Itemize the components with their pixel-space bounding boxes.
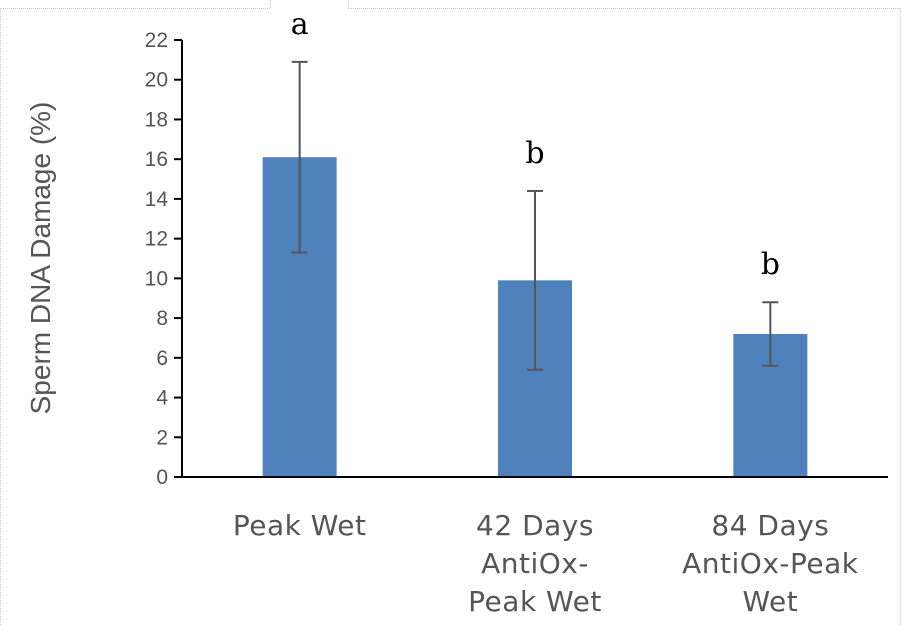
y-tick-label: 2 xyxy=(156,426,168,449)
y-tick-label: 12 xyxy=(145,228,168,251)
y-tick-label: 10 xyxy=(145,267,168,290)
significance-label: a xyxy=(291,7,309,42)
y-tick-label: 20 xyxy=(145,69,168,92)
y-tick-label: 16 xyxy=(145,148,168,171)
significance-label: b xyxy=(525,136,544,171)
y-tick-label: 4 xyxy=(156,387,168,410)
y-tick-label: 8 xyxy=(156,307,168,330)
x-category-label: Peak Wet xyxy=(468,585,602,618)
frame-tab-edge xyxy=(270,0,272,8)
frame-border-left xyxy=(0,8,2,625)
y-tick-label: 22 xyxy=(145,29,168,52)
x-category-label: AntiOx-Peak xyxy=(682,547,859,580)
x-category-label: 84 Days xyxy=(711,509,829,542)
x-category-label: Peak Wet xyxy=(233,509,367,542)
x-category-label: 42 Days xyxy=(476,509,594,542)
y-tick-label: 14 xyxy=(145,188,169,211)
y-tick-label: 18 xyxy=(145,108,168,131)
y-tick-label: 6 xyxy=(156,347,168,370)
significance-label: b xyxy=(761,247,780,282)
frame-border-top-right xyxy=(348,0,901,9)
x-category-label: AntiOx- xyxy=(481,547,589,580)
y-tick-label: 0 xyxy=(156,466,168,489)
x-category-label: Wet xyxy=(742,585,798,618)
y-axis-label: Sperm DNA Damage (%) xyxy=(25,102,56,415)
frame-border-top-left xyxy=(0,0,270,9)
